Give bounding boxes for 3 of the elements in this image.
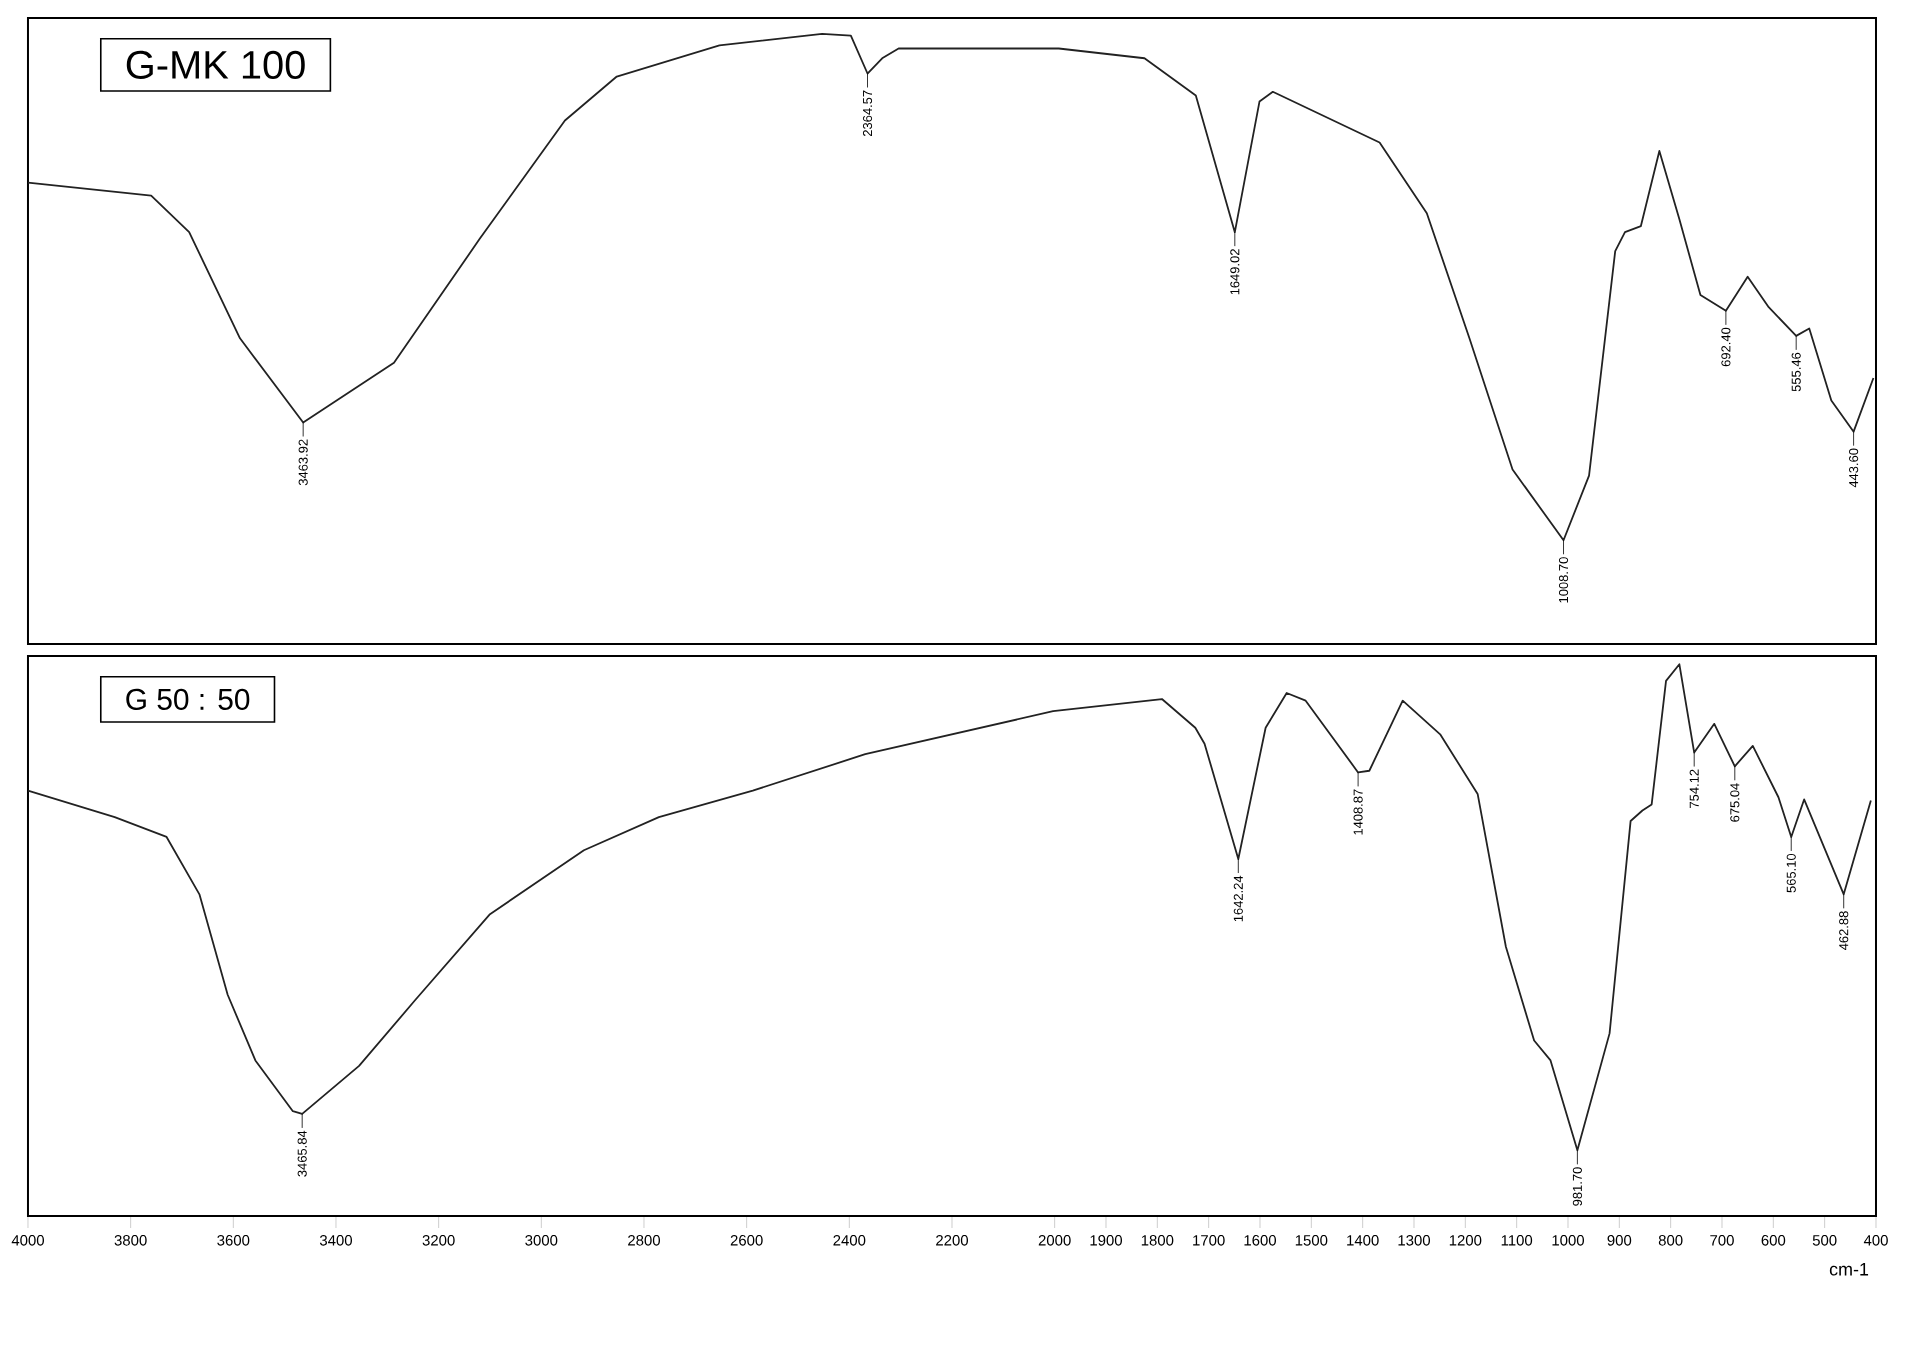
x-axis-title: cm-1	[1829, 1263, 1869, 1276]
text: G 50 : 50	[126, 688, 250, 710]
chart-title: G-MK 100	[126, 50, 305, 79]
